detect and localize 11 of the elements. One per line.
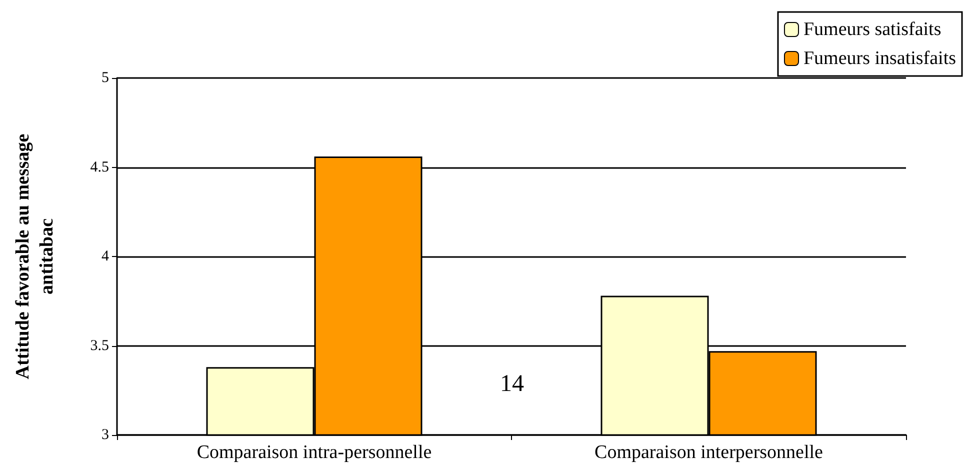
y-axis-title: Attitude favorable au message antitabac — [12, 134, 58, 380]
y-tick-label: 3.5 — [90, 338, 109, 354]
annotation: 14 — [500, 371, 524, 397]
x-tick-label: Comparaison interpersonnelle — [594, 442, 823, 463]
x-tick-label: Comparaison intra-personnelle — [196, 442, 432, 463]
y-tick-label: 5 — [102, 70, 109, 86]
legend-label: Fumeurs insatisfaits — [803, 48, 956, 69]
y-tick-label: 4.5 — [90, 159, 109, 176]
y-tick-label: 4 — [102, 248, 110, 264]
legend-label: Fumeurs satisfaits — [803, 19, 942, 40]
y-tick-label: 3 — [102, 427, 109, 443]
